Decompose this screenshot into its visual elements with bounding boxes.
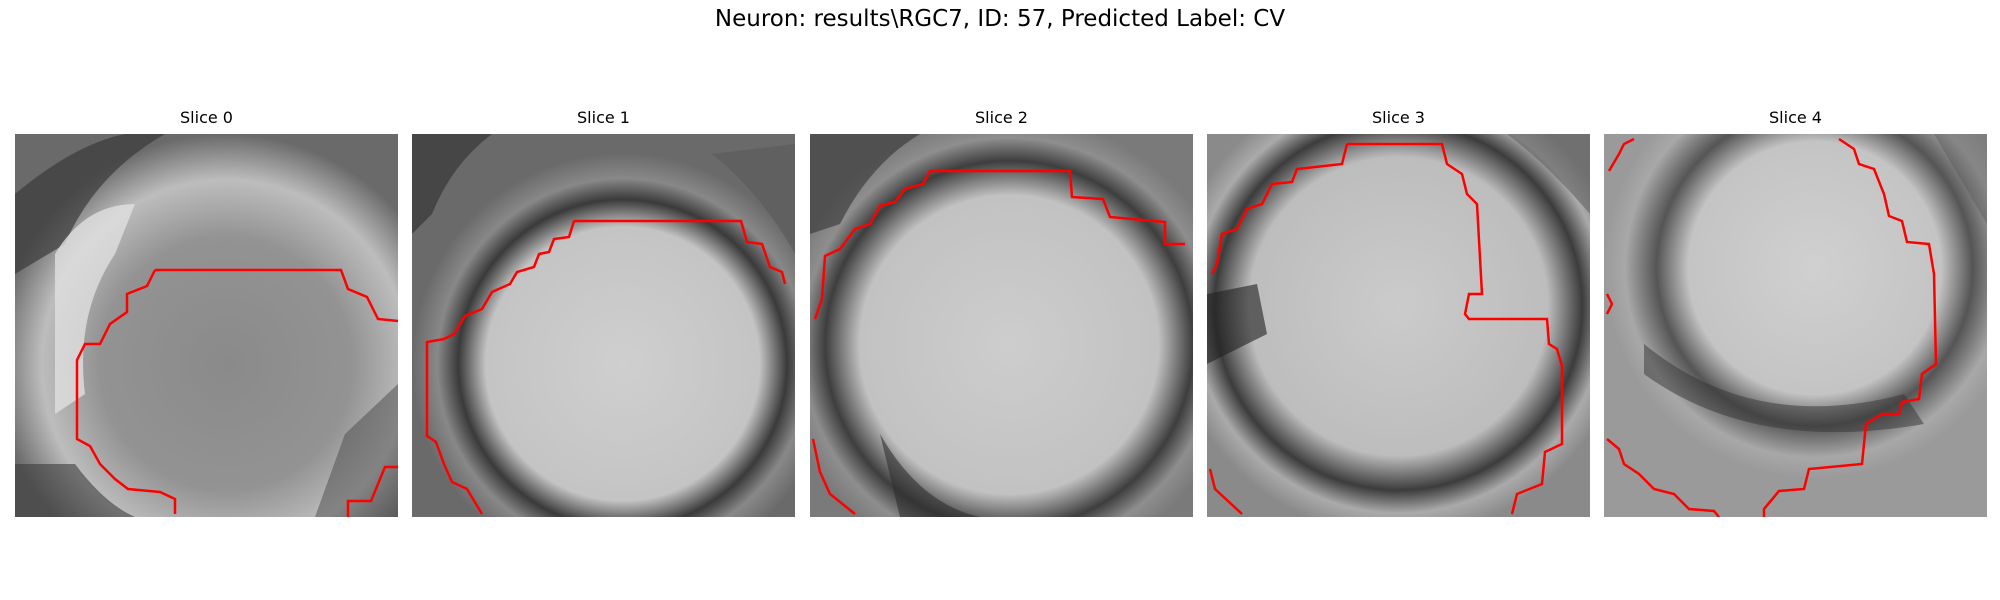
slice-4-image	[1604, 134, 1987, 517]
slice-1-image	[412, 134, 795, 517]
slice-1-panel	[412, 134, 795, 517]
slice-2-image	[810, 134, 1193, 517]
slice-4-panel	[1604, 134, 1987, 517]
slice-3-panel	[1207, 134, 1590, 517]
slice-2-title: Slice 2	[975, 108, 1028, 127]
slice-3-image	[1207, 134, 1590, 517]
slice-0-image	[15, 134, 398, 517]
figure-title: Neuron: results\RGC7, ID: 57, Predicted …	[714, 6, 1286, 32]
slice-4-title: Slice 4	[1769, 108, 1822, 127]
slice-0-title: Slice 0	[180, 108, 233, 127]
slice-1-title: Slice 1	[577, 108, 630, 127]
slice-3-title: Slice 3	[1372, 108, 1425, 127]
slice-0-panel	[15, 134, 398, 517]
slice-2-panel	[810, 134, 1193, 517]
